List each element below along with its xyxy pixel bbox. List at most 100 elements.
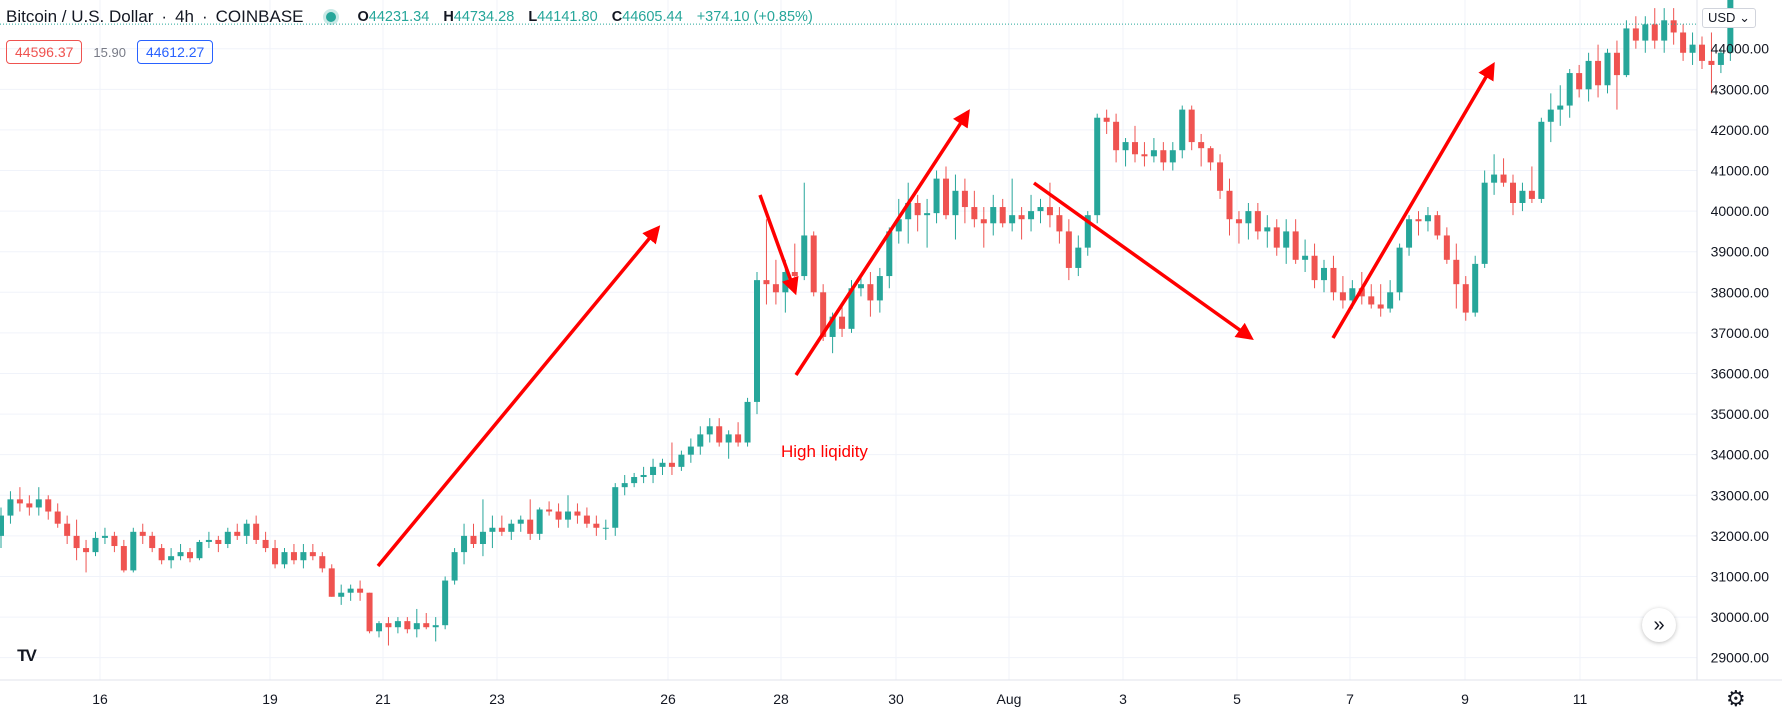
- annotation-high-liquidity: High liqidity: [781, 442, 868, 461]
- candle: [1481, 170, 1488, 268]
- candle: [1028, 194, 1035, 232]
- trend-arrow[interactable]: [1331, 61, 1495, 339]
- candle: [309, 544, 316, 561]
- market-status-icon[interactable]: [325, 12, 336, 22]
- close-value: 44605.44: [622, 9, 683, 25]
- candle: [1321, 259, 1327, 293]
- candle: [668, 442, 675, 475]
- x-tick-label: 19: [262, 691, 278, 707]
- candle: [1094, 113, 1101, 224]
- candle: [640, 466, 647, 484]
- y-tick-label: 36000.00: [1711, 365, 1770, 381]
- x-tick-label: 21: [375, 691, 391, 707]
- y-tick-label: 44000.00: [1711, 41, 1770, 57]
- x-tick-label: 23: [489, 691, 505, 707]
- candle: [706, 418, 713, 443]
- candle: [999, 198, 1006, 228]
- candle: [1160, 142, 1167, 171]
- candle: [423, 613, 430, 630]
- x-tick-label: 3: [1119, 691, 1127, 707]
- candle: [961, 178, 968, 224]
- candle: [1377, 284, 1384, 317]
- candle: [120, 539, 127, 573]
- trend-arrow[interactable]: [376, 225, 661, 568]
- candle: [1264, 215, 1271, 248]
- candle: [772, 259, 779, 305]
- candle: [678, 450, 685, 471]
- candle: [943, 166, 949, 220]
- symbol-header: Bitcoin / U.S. Dollar · 4h · COINBASE O4…: [6, 6, 823, 28]
- candle: [621, 474, 628, 496]
- candle: [338, 584, 345, 605]
- candle: [1396, 243, 1403, 301]
- candle: [404, 617, 411, 634]
- candle: [527, 499, 534, 540]
- candle: [26, 495, 33, 516]
- candle: [394, 617, 401, 634]
- trend-arrow[interactable]: [1032, 181, 1254, 341]
- candle: [517, 515, 524, 532]
- candle: [92, 531, 99, 557]
- candle: [659, 458, 666, 475]
- candle: [1141, 142, 1148, 167]
- symbol-name[interactable]: Bitcoin / U.S. Dollar: [6, 7, 154, 26]
- candle: [54, 503, 61, 528]
- spread-value: 15.90: [93, 44, 126, 60]
- trend-arrow[interactable]: [758, 194, 799, 296]
- candle: [876, 267, 883, 313]
- candle: [1424, 207, 1431, 232]
- y-tick-label: 42000.00: [1711, 122, 1770, 138]
- candle: [508, 519, 515, 540]
- candle: [1311, 243, 1318, 289]
- interval-label[interactable]: 4h: [175, 7, 194, 26]
- candle: [905, 182, 912, 244]
- buy-price-button[interactable]: 44612.27: [136, 40, 214, 64]
- x-tick-label: 5: [1233, 691, 1241, 707]
- x-tick-label: Aug: [997, 691, 1022, 707]
- candle: [461, 523, 468, 565]
- candle: [990, 194, 997, 236]
- candle: [328, 564, 335, 597]
- candle: [1188, 105, 1195, 151]
- candle: [357, 580, 364, 601]
- candle: [1368, 284, 1375, 309]
- candle: [1254, 202, 1261, 240]
- y-tick-label: 41000.00: [1711, 163, 1770, 179]
- candle: [1056, 207, 1063, 244]
- low-value: 44141.80: [537, 9, 598, 25]
- double-chevron-right-icon: »: [1653, 613, 1665, 636]
- candle: [432, 617, 439, 642]
- candle: [319, 552, 326, 573]
- candle: [1538, 117, 1545, 203]
- candle: [35, 487, 42, 516]
- currency-label: USD: [1708, 10, 1736, 25]
- candle: [1651, 8, 1658, 49]
- sell-price-button[interactable]: 44596.37: [6, 40, 83, 64]
- candle: [980, 207, 987, 248]
- candle: [1198, 133, 1205, 167]
- candle: [442, 576, 449, 630]
- candle: [810, 231, 817, 297]
- trend-arrow[interactable]: [794, 109, 970, 376]
- candle: [300, 544, 307, 569]
- currency-selector[interactable]: USD ⌄: [1702, 8, 1756, 28]
- candle: [451, 548, 458, 585]
- candle: [1491, 154, 1498, 195]
- candle: [1717, 48, 1724, 74]
- scroll-to-realtime-button[interactable]: »: [1642, 608, 1676, 642]
- y-tick-label: 35000.00: [1711, 406, 1770, 422]
- candle: [158, 544, 165, 565]
- tradingview-logo-icon[interactable]: TV: [17, 646, 37, 665]
- candle: [1283, 219, 1290, 264]
- gear-icon[interactable]: ⚙: [1726, 686, 1746, 711]
- candle: [1547, 93, 1554, 143]
- price-axis: 29000.00 30000.00 31000.00 32000.00 33000.00…: [1711, 41, 1770, 666]
- candle: [602, 519, 609, 540]
- candle: [546, 501, 553, 516]
- y-tick-label: 37000.00: [1711, 325, 1770, 341]
- x-tick-label: 11: [1573, 691, 1588, 707]
- candle: [1557, 85, 1564, 126]
- candle: [205, 531, 212, 549]
- candle: [1302, 239, 1309, 272]
